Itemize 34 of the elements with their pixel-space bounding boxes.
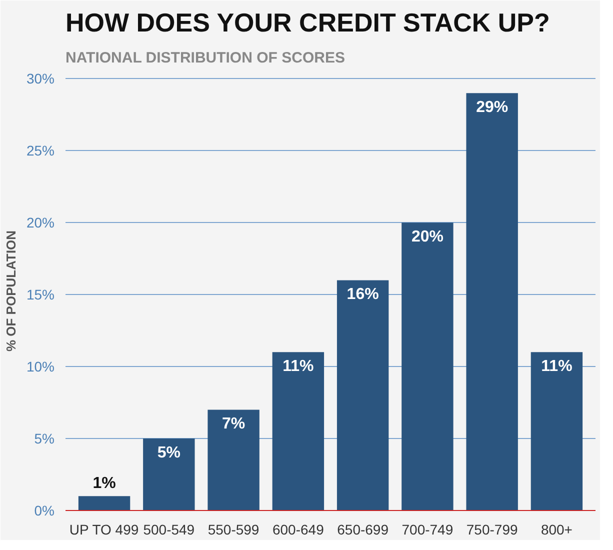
y-tick-label: 5% — [34, 430, 54, 447]
data-label: 20% — [411, 228, 444, 246]
y-tick-label: 30% — [26, 70, 55, 87]
bar — [466, 93, 518, 510]
y-axis-title: % OF POPULATION — [3, 230, 18, 352]
y-tick-label: 0% — [34, 502, 54, 518]
x-tick-label: UP TO 499 — [69, 522, 139, 538]
bar — [272, 352, 324, 510]
data-label: 11% — [282, 358, 314, 376]
y-tick-label: 10% — [26, 358, 55, 375]
bar — [78, 496, 130, 510]
x-tick-label: 600-649 — [272, 522, 324, 538]
data-label: 7% — [222, 416, 246, 433]
x-tick-label: 800+ — [540, 522, 572, 538]
chart-subtitle: NATIONAL DISTRIBUTION OF SCORES — [66, 50, 345, 66]
y-tick-label: 15% — [26, 286, 55, 303]
data-label: 29% — [476, 99, 508, 116]
bar — [336, 280, 389, 510]
y-tick-label: 20% — [26, 214, 55, 231]
x-tick-label: 650-699 — [337, 522, 389, 538]
y-tick-label: 25% — [26, 142, 55, 159]
x-tick-label: 700-749 — [402, 522, 454, 538]
data-label: 1% — [92, 475, 116, 492]
data-label: 16% — [346, 286, 379, 304]
x-tick-label: 550-599 — [208, 522, 260, 538]
bar — [143, 438, 195, 510]
x-tick-label: 500-549 — [143, 522, 195, 538]
data-label: 5% — [157, 444, 180, 462]
bar — [402, 222, 454, 510]
data-label: 11% — [541, 358, 572, 376]
x-tick-label: 750-799 — [466, 522, 518, 538]
bar — [530, 352, 583, 510]
chart-title: HOW DOES YOUR CREDIT STACK UP? — [66, 8, 550, 38]
bar — [208, 410, 260, 510]
